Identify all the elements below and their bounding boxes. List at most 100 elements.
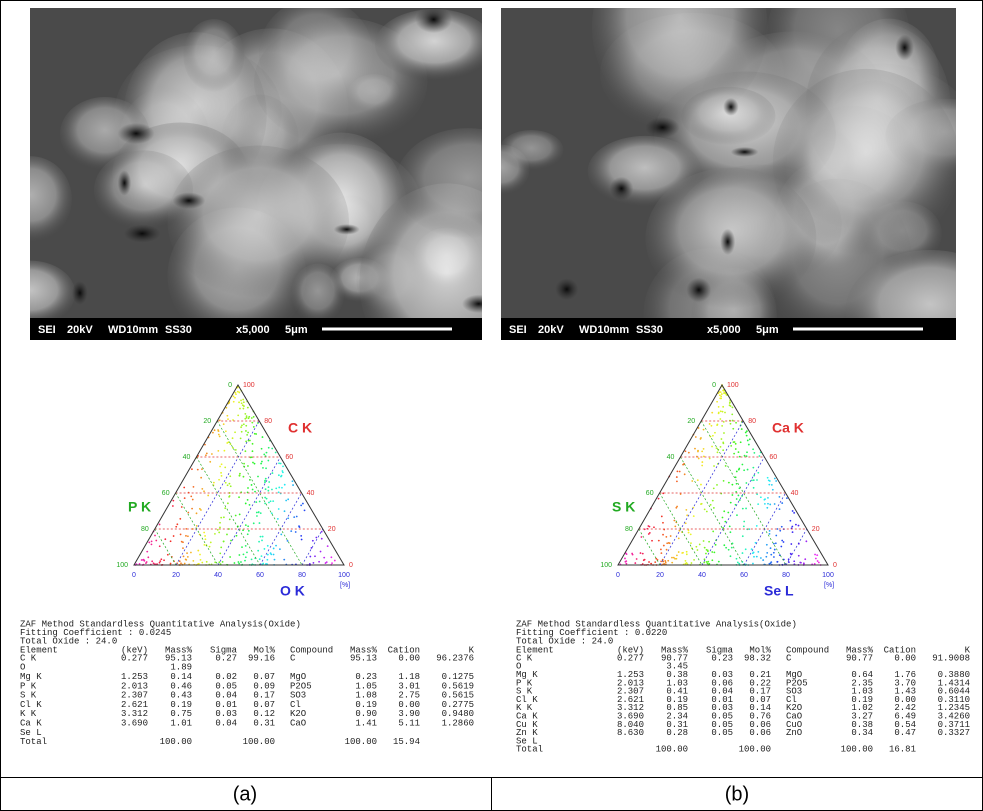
report-cell: 98.32	[744, 653, 771, 663]
ternary-dot	[287, 498, 289, 500]
ternary-dot	[676, 476, 678, 478]
sem-pore	[555, 278, 578, 300]
ternary-dot	[818, 562, 820, 564]
ternary-dot	[239, 475, 241, 477]
ternary-dot	[631, 553, 633, 555]
ternary-dot	[295, 531, 297, 533]
ternary-dot	[817, 560, 819, 562]
ternary-dot	[312, 540, 314, 542]
ternary-dot	[793, 560, 795, 562]
ternary-dot	[737, 562, 739, 564]
ternary-dot	[252, 462, 254, 464]
ternary-dot	[243, 463, 245, 465]
ternary-dot	[730, 555, 732, 557]
ternary-dot	[282, 471, 284, 473]
report-cell: 16.81	[889, 745, 916, 755]
report-cell: 100.00	[243, 737, 275, 747]
ternary-dot	[711, 446, 713, 448]
report-cell: 1.01	[170, 718, 192, 728]
ternary-dot	[207, 495, 209, 497]
report-cell: Total	[516, 745, 543, 755]
ternary-dot	[320, 551, 322, 553]
ternary-dot	[261, 461, 263, 463]
ternary-dot	[779, 496, 781, 498]
ternary-dot	[159, 562, 161, 564]
ternary-dot	[229, 518, 231, 520]
ternary-dot	[686, 514, 688, 516]
caption: (b)	[725, 783, 749, 805]
ternary-dot	[164, 538, 166, 540]
sem-grain	[773, 69, 960, 256]
ternary-dot	[220, 472, 222, 474]
ternary-dot	[238, 401, 240, 403]
ternary-dot	[722, 442, 724, 444]
ternary-dot	[227, 418, 229, 420]
ternary-dot	[217, 450, 219, 452]
ternary-dot	[139, 563, 141, 565]
ternary-dot	[186, 552, 188, 554]
ternary-dot	[676, 558, 678, 560]
ternary-dot	[767, 503, 769, 505]
ternary-dot	[315, 537, 317, 539]
ternary-dot	[159, 545, 161, 547]
ternary-dot	[265, 467, 267, 469]
ternary-dot	[781, 502, 783, 504]
ternary-dot	[746, 451, 748, 453]
ternary-dot	[733, 453, 735, 455]
report-cell: 0.28	[666, 728, 688, 738]
ternary-dot	[738, 451, 740, 453]
ternary-dot	[218, 434, 220, 436]
ternary-tick-label: 60	[162, 490, 170, 497]
ternary-tick-label: 80	[298, 572, 306, 579]
ternary-dot	[282, 465, 284, 467]
ternary-tick-label: 60	[769, 454, 777, 461]
ternary-dot	[181, 506, 183, 508]
ternary-dot	[703, 448, 705, 450]
ternary-dot	[752, 563, 754, 565]
ternary-tick-label: 60	[285, 454, 293, 461]
report-cell: 0.31	[253, 718, 275, 728]
ternary-dot	[183, 556, 185, 558]
ternary-dot	[730, 445, 732, 447]
ternary-dot	[768, 484, 770, 486]
ternary-dot	[721, 425, 723, 427]
ternary-dot	[173, 535, 175, 537]
ternary-dot	[242, 408, 244, 410]
ternary-top-label: Ca K	[772, 420, 804, 436]
ternary-dot	[736, 498, 738, 500]
ternary-tick-label: 80	[782, 572, 790, 579]
ternary-dot	[203, 532, 205, 534]
sem-grain	[291, 264, 344, 324]
ternary-dot	[278, 474, 280, 476]
ternary-dot	[767, 477, 769, 479]
ternary-dot	[739, 456, 741, 458]
report-cell: 0.04	[215, 718, 237, 728]
ternary-dot	[251, 558, 253, 560]
ternary-tick-label: 40	[214, 572, 222, 579]
ternary-dot	[753, 552, 755, 554]
ternary-dot	[182, 541, 184, 543]
ternary-dot	[151, 560, 153, 562]
ternary-dot	[767, 497, 769, 499]
ternary-dot	[254, 491, 256, 493]
ternary-dot	[759, 455, 761, 457]
ternary-dot	[707, 561, 709, 563]
ternary-dot	[259, 501, 261, 503]
ternary-dot	[190, 552, 192, 554]
ternary-dot	[781, 526, 783, 528]
ternary-dot	[736, 558, 738, 560]
ternary-dot	[172, 505, 174, 507]
ternary-dot	[252, 450, 254, 452]
ternary-dot	[272, 500, 274, 502]
ternary-dot	[712, 500, 714, 502]
ternary-dot	[721, 393, 723, 395]
ternary-dot	[680, 493, 682, 495]
ternary-dot	[658, 498, 660, 500]
report-cell: ZnO	[786, 728, 802, 738]
ternary-dot	[757, 472, 759, 474]
ternary-dot	[756, 525, 758, 527]
ternary-dot	[187, 556, 189, 558]
ternary-tick-label: 60	[646, 490, 654, 497]
ternary-dot	[227, 484, 229, 486]
ternary-dot	[262, 436, 264, 438]
